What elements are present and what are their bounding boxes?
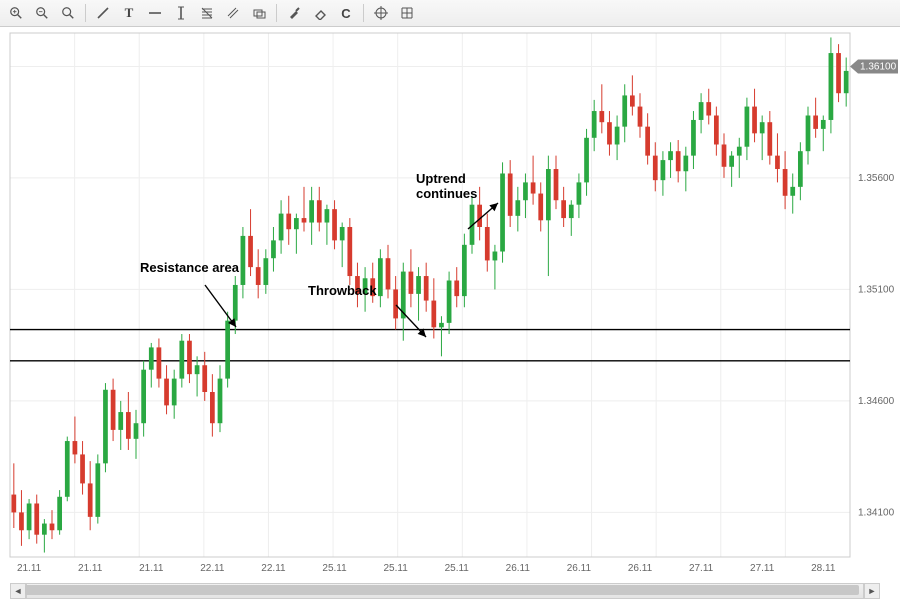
last-price-label: 1.36100 [860, 61, 897, 72]
zoom-in-icon[interactable] [4, 2, 28, 24]
text-tool-icon[interactable]: T [117, 2, 141, 24]
scroll-track[interactable] [26, 583, 864, 599]
scroll-thumb[interactable] [25, 585, 859, 595]
x-tick-label: 26.11 [506, 563, 531, 574]
annotation-label: Resistance area [140, 260, 240, 275]
gridlines [10, 33, 850, 557]
toolbar-separator [85, 4, 86, 22]
x-tick-label: 25.11 [383, 563, 408, 574]
annotation-label: Throwback [308, 283, 377, 298]
chart-canvas[interactable]: 1.34100 1.34600 1.35100 1.35600 1.36100 21.11… [0, 27, 900, 600]
zoom-out-icon[interactable] [30, 2, 54, 24]
x-tick-label: 27.11 [750, 563, 775, 574]
x-tick-label: 21.11 [78, 563, 103, 574]
trendline-icon[interactable] [91, 2, 115, 24]
annotation-resistance[interactable]: Resistance area [140, 260, 240, 327]
annotation-label: Uptrend [416, 171, 466, 186]
crosshair-icon[interactable] [369, 2, 393, 24]
refresh-icon[interactable]: C [334, 2, 358, 24]
y-tick-label: 1.34600 [858, 396, 895, 407]
horiz-line-icon[interactable] [143, 2, 167, 24]
toolbar-separator [276, 4, 277, 22]
plot-border [10, 33, 850, 557]
x-tick-label: 28.11 [811, 563, 836, 574]
vert-line-icon[interactable] [169, 2, 193, 24]
x-tick-label: 22.11 [200, 563, 225, 574]
eraser-icon[interactable] [308, 2, 332, 24]
y-tick-label: 1.35600 [858, 173, 895, 184]
scroll-right-button[interactable]: ► [864, 583, 880, 599]
shapes-tool-icon[interactable] [247, 2, 271, 24]
fib-tool-icon[interactable] [195, 2, 219, 24]
annotation-label: continues [416, 186, 477, 201]
x-tick-label: 26.11 [628, 563, 653, 574]
x-tick-label: 26.11 [567, 563, 592, 574]
x-tick-label: 27.11 [689, 563, 714, 574]
x-tick-label: 21.11 [17, 563, 42, 574]
x-tick-label: 22.11 [261, 563, 286, 574]
channel-tool-icon[interactable] [221, 2, 245, 24]
x-tick-label: 25.11 [322, 563, 347, 574]
toolbar-separator [363, 4, 364, 22]
y-tick-label: 1.35100 [858, 284, 895, 295]
y-tick-label: 1.34100 [858, 507, 895, 518]
zoom-reset-icon[interactable] [56, 2, 80, 24]
x-tick-label: 25.11 [445, 563, 470, 574]
chart-toolbar: T C [0, 0, 900, 27]
brush-icon[interactable] [282, 2, 306, 24]
scroll-left-button[interactable]: ◄ [10, 583, 26, 599]
annotation-uptrend[interactable]: Uptrendcontinues [416, 171, 498, 229]
grid-icon[interactable] [395, 2, 419, 24]
x-tick-label: 21.11 [139, 563, 164, 574]
price-chart[interactable]: 1.34100 1.34600 1.35100 1.35600 1.36100 21.11… [0, 27, 900, 600]
candlesticks [11, 37, 848, 552]
